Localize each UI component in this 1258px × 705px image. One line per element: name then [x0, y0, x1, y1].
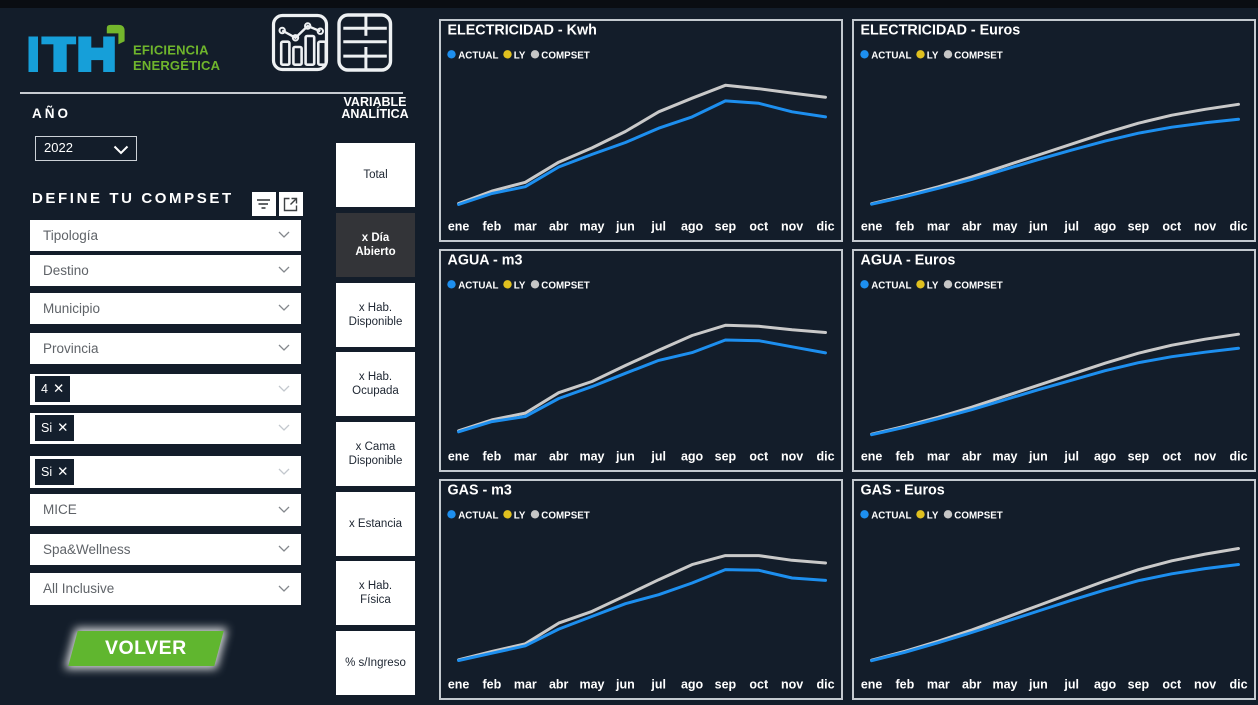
svg-text:nov: nov — [1194, 220, 1216, 234]
svg-text:may: may — [579, 450, 604, 464]
svg-text:ELECTRICIDAD - Kwh: ELECTRICIDAD - Kwh — [448, 23, 597, 39]
svg-text:LY: LY — [514, 50, 526, 61]
svg-text:oct: oct — [1162, 450, 1182, 464]
svg-text:AGUA - m3: AGUA - m3 — [448, 253, 523, 269]
svg-text:nov: nov — [1194, 678, 1216, 692]
svg-text:sep: sep — [1128, 678, 1150, 692]
svg-text:feb: feb — [896, 450, 915, 464]
svg-text:ACTUAL: ACTUAL — [458, 50, 498, 61]
svg-text:sep: sep — [1128, 450, 1150, 464]
svg-text:dic: dic — [816, 450, 834, 464]
svg-text:COMPSET: COMPSET — [954, 50, 1002, 61]
svg-text:COMPSET: COMPSET — [541, 280, 589, 291]
svg-text:ene: ene — [448, 220, 470, 234]
svg-text:ene: ene — [861, 220, 883, 234]
svg-text:ago: ago — [1094, 220, 1117, 234]
svg-text:ago: ago — [681, 450, 704, 464]
svg-text:dic: dic — [816, 678, 834, 692]
svg-text:COMPSET: COMPSET — [541, 50, 589, 61]
svg-text:dic: dic — [1229, 678, 1247, 692]
svg-text:jul: jul — [1063, 450, 1079, 464]
svg-text:ene: ene — [448, 678, 470, 692]
svg-text:abr: abr — [962, 220, 982, 234]
svg-text:jul: jul — [1063, 220, 1079, 234]
svg-text:LY: LY — [927, 50, 939, 61]
svg-text:sep: sep — [715, 450, 737, 464]
svg-text:oct: oct — [1162, 678, 1182, 692]
svg-text:oct: oct — [749, 220, 769, 234]
svg-text:jul: jul — [650, 678, 666, 692]
svg-text:mar: mar — [927, 678, 950, 692]
svg-text:nov: nov — [781, 450, 803, 464]
svg-text:ene: ene — [448, 450, 470, 464]
svg-text:oct: oct — [749, 450, 769, 464]
svg-text:sep: sep — [715, 678, 737, 692]
svg-text:dic: dic — [816, 220, 834, 234]
svg-text:jun: jun — [1028, 220, 1048, 234]
svg-text:jun: jun — [1028, 450, 1048, 464]
svg-text:sep: sep — [1128, 220, 1150, 234]
svg-text:jun: jun — [615, 450, 635, 464]
svg-text:ACTUAL: ACTUAL — [458, 280, 498, 291]
svg-text:nov: nov — [781, 220, 803, 234]
svg-text:ene: ene — [861, 450, 883, 464]
svg-text:dic: dic — [1229, 220, 1247, 234]
svg-text:abr: abr — [549, 220, 569, 234]
svg-text:ene: ene — [861, 678, 883, 692]
svg-text:may: may — [992, 678, 1017, 692]
svg-text:GAS - m3: GAS - m3 — [448, 483, 512, 499]
svg-text:may: may — [992, 450, 1017, 464]
svg-text:jun: jun — [1028, 678, 1048, 692]
svg-text:ELECTRICIDAD - Euros: ELECTRICIDAD - Euros — [861, 23, 1021, 39]
svg-text:ago: ago — [1094, 678, 1117, 692]
svg-text:ACTUAL: ACTUAL — [871, 280, 911, 291]
svg-text:may: may — [992, 220, 1017, 234]
svg-text:jul: jul — [650, 220, 666, 234]
svg-text:abr: abr — [962, 678, 982, 692]
svg-text:feb: feb — [896, 678, 915, 692]
svg-text:ACTUAL: ACTUAL — [458, 510, 498, 521]
svg-text:COMPSET: COMPSET — [954, 280, 1002, 291]
svg-text:dic: dic — [1229, 450, 1247, 464]
svg-text:feb: feb — [483, 450, 502, 464]
svg-text:jul: jul — [1063, 678, 1079, 692]
svg-text:sep: sep — [715, 220, 737, 234]
svg-text:LY: LY — [514, 280, 526, 291]
svg-text:feb: feb — [483, 678, 502, 692]
svg-text:nov: nov — [781, 678, 803, 692]
svg-text:jun: jun — [615, 678, 635, 692]
svg-text:may: may — [579, 220, 604, 234]
svg-text:jul: jul — [650, 450, 666, 464]
svg-text:oct: oct — [749, 678, 769, 692]
svg-text:mar: mar — [514, 450, 537, 464]
svg-text:ago: ago — [681, 678, 704, 692]
svg-text:feb: feb — [483, 220, 502, 234]
svg-text:LY: LY — [927, 510, 939, 521]
svg-text:COMPSET: COMPSET — [541, 510, 589, 521]
svg-text:LY: LY — [927, 280, 939, 291]
svg-text:jun: jun — [615, 220, 635, 234]
svg-text:AGUA - Euros: AGUA - Euros — [861, 253, 956, 269]
svg-text:oct: oct — [1162, 220, 1182, 234]
svg-text:GAS - Euros: GAS - Euros — [861, 483, 945, 499]
svg-text:ACTUAL: ACTUAL — [871, 50, 911, 61]
svg-text:mar: mar — [514, 220, 537, 234]
svg-text:ENERGÉTICA: ENERGÉTICA — [133, 58, 221, 73]
svg-text:nov: nov — [1194, 450, 1216, 464]
svg-text:abr: abr — [549, 678, 569, 692]
svg-text:mar: mar — [514, 678, 537, 692]
svg-text:mar: mar — [927, 220, 950, 234]
svg-text:EFICIENCIA: EFICIENCIA — [133, 43, 209, 58]
svg-text:feb: feb — [896, 220, 915, 234]
svg-text:mar: mar — [927, 450, 950, 464]
svg-text:LY: LY — [514, 510, 526, 521]
svg-text:ago: ago — [681, 220, 704, 234]
svg-text:abr: abr — [549, 450, 569, 464]
svg-text:COMPSET: COMPSET — [954, 510, 1002, 521]
svg-text:abr: abr — [962, 450, 982, 464]
svg-text:may: may — [579, 678, 604, 692]
svg-text:ACTUAL: ACTUAL — [871, 510, 911, 521]
svg-text:ago: ago — [1094, 450, 1117, 464]
